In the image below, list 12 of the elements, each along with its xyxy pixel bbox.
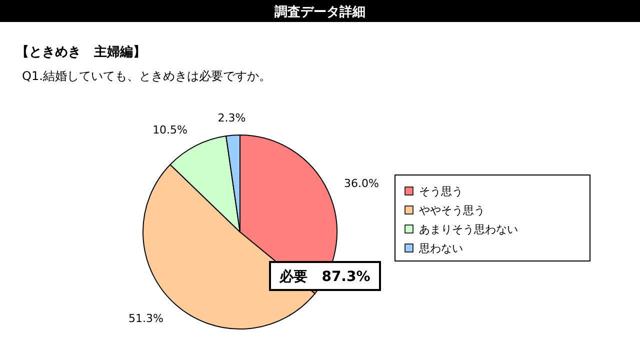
chart-subtitle: 【ときめき 主婦編】 — [16, 44, 146, 60]
legend-label: あまりそう思わない — [419, 223, 518, 236]
data-label: 2.3% — [218, 111, 246, 124]
text: 必要 87.3% — [278, 268, 370, 285]
data-label: 36.0% — [344, 176, 379, 190]
chart-title: 調査データ詳細 — [274, 4, 366, 20]
data-label: 10.5% — [152, 124, 188, 137]
text: Q1.結婚していても、ときめきは必要ですか。 — [22, 69, 271, 83]
legend-label: ややそう思う — [419, 204, 485, 217]
legend-label: 思わない — [418, 242, 463, 255]
data-label: 51.3% — [128, 312, 164, 325]
legend-label: そう思う — [419, 185, 463, 198]
